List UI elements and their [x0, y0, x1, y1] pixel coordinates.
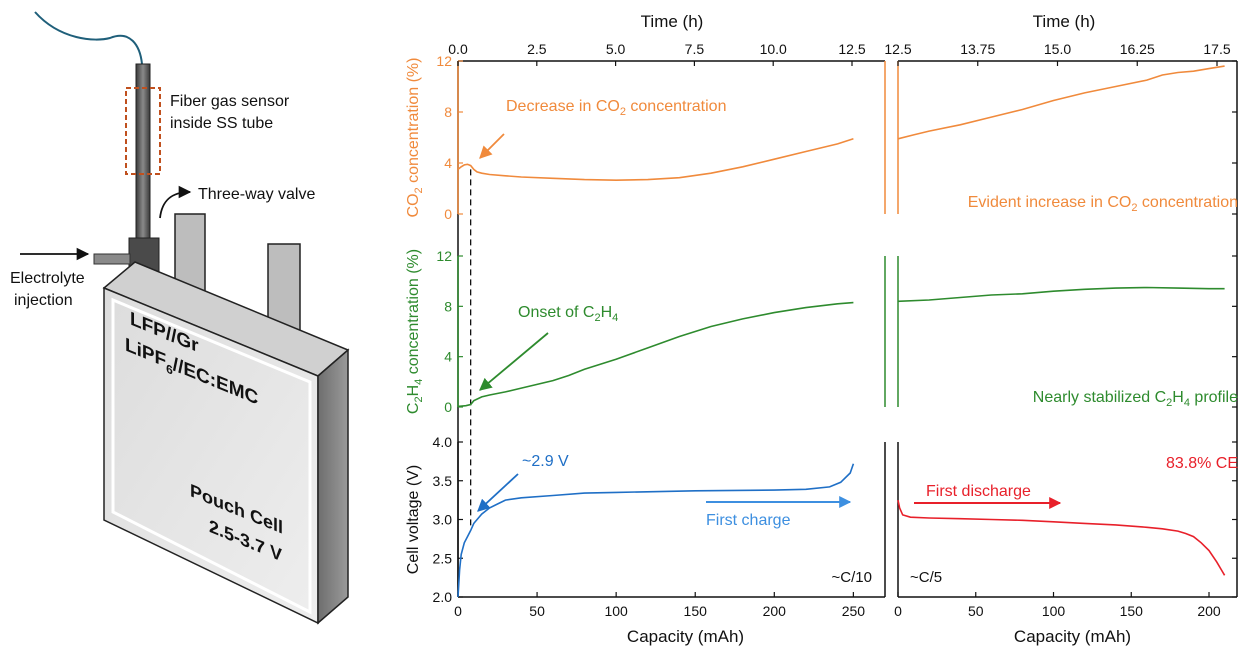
discharge-rate-label: ~C/5: [910, 569, 942, 586]
sensor-highlight-box: [125, 87, 161, 175]
y-tick-label-c2h4: 8: [444, 298, 452, 314]
c2h4-discharge-line: [897, 286, 1225, 303]
voltage-point-annotation: ~2.9 V: [522, 453, 569, 470]
valve-pointer-arrow: [159, 185, 192, 219]
x-axis-title-right: Capacity (mAh): [1014, 627, 1131, 646]
x-tick-label-bottom-left: 250: [842, 603, 866, 619]
x-tick-label-bottom-right: 50: [968, 603, 984, 619]
y-tick-label-c2h4: 0: [444, 399, 452, 415]
x-tick-label-top-left: 10.0: [760, 41, 787, 57]
x-tick-label-top-right: 17.5: [1203, 41, 1230, 57]
y-tick-label-co2: 12: [436, 53, 452, 69]
x-tick-label-top-left: 2.5: [527, 41, 547, 57]
y-tick-label-voltage: 2.0: [433, 589, 453, 605]
x-tick-label-top-left: 0.0: [448, 41, 468, 57]
sensor-label-line2: inside SS tube: [170, 115, 273, 132]
y-tick-label-co2: 4: [444, 155, 452, 171]
coulombic-efficiency-label: 83.8% CE: [1166, 455, 1238, 472]
first-charge-label: First charge: [706, 512, 791, 529]
x-tick-label-bottom-left: 200: [763, 603, 787, 619]
x-tick-label-bottom-left: 150: [684, 603, 708, 619]
x-tick-label-top-right: 15.0: [1044, 41, 1071, 57]
y-tick-label-voltage: 2.5: [433, 550, 453, 566]
x-tick-label-bottom-right: 200: [1197, 603, 1221, 619]
x-tick-label-bottom-right: 0: [894, 603, 902, 619]
co2-decrease-arrow: [479, 133, 505, 159]
c2h4-stabilized-annotation: Nearly stabilized C2H4 profile: [1033, 389, 1238, 409]
x-tick-label-top-left: 12.5: [838, 41, 865, 57]
co2-charge-line: [457, 138, 854, 182]
x-tick-label-bottom-right: 100: [1042, 603, 1066, 619]
y-tick-label-co2: 8: [444, 104, 452, 120]
chart-annotations: Decrease in CO2 concentration Evident in…: [477, 98, 1238, 586]
x-tick-label-bottom-left: 100: [604, 603, 628, 619]
x-tick-label-bottom-left: 0: [454, 603, 462, 619]
c2h4-onset-arrow: [479, 332, 549, 391]
co2-increase-annotation: Evident increase in CO2 concentration: [968, 194, 1238, 214]
c2h4-y-axis-title: C2H4 concentration (%): [405, 249, 425, 414]
injection-label-line1: Electrolyte: [10, 270, 85, 287]
injection-port: [93, 253, 131, 265]
c2h4-charge-line: [457, 301, 854, 408]
y-tick-label-co2: 0: [444, 206, 452, 222]
x-tick-label-top-left: 5.0: [606, 41, 626, 57]
pouch-front-seal: [111, 297, 312, 615]
co2-discharge-line: [897, 65, 1225, 140]
co2-y-axis-title: CO2 concentration (%): [405, 58, 425, 218]
x-tick-label-top-left: 7.5: [685, 41, 705, 57]
optical-fiber: [34, 11, 143, 65]
first-discharge-label: First discharge: [926, 483, 1031, 500]
injection-label-line2: injection: [14, 292, 73, 309]
x-tick-label-bottom-right: 150: [1120, 603, 1144, 619]
top-axis-title-left: Time (h): [641, 12, 704, 31]
voltage-discharge-line: [897, 499, 1226, 576]
y-tick-label-voltage: 3.5: [433, 473, 453, 489]
x-tick-label-top-right: 12.5: [884, 41, 911, 57]
voltage-charge-line: [457, 463, 855, 598]
y-tick-label-c2h4: 4: [444, 349, 452, 365]
x-axis-title-left: Capacity (mAh): [627, 627, 744, 646]
charge-rate-label: ~C/10: [832, 569, 872, 586]
pouch-side: [317, 348, 349, 625]
y-tick-label-voltage: 3.0: [433, 512, 453, 528]
y-tick-label-c2h4: 12: [436, 248, 452, 264]
co2-decrease-annotation: Decrease in CO2 concentration: [506, 98, 726, 118]
sensor-label-line1: Fiber gas sensor: [170, 93, 290, 110]
c2h4-onset-annotation: Onset of C2H4: [518, 304, 618, 324]
valve-label: Three-way valve: [198, 186, 315, 203]
voltage-point-arrow: [477, 473, 519, 512]
top-axis-title-right: Time (h): [1033, 12, 1096, 31]
y-tick-label-voltage: 4.0: [433, 434, 453, 450]
pouch-cell-illustration: LFP//Gr LiPF6//EC:EMC Pouch Cell 2.5-3.7…: [10, 11, 350, 625]
gas-voltage-chart: 0 4 8 12 0 4 8 12 2.0 2.5 3.0 3.5 4.0 CO2 concentrati…: [405, 12, 1238, 646]
x-tick-label-bottom-left: 50: [529, 603, 545, 619]
ss-tube: [135, 63, 151, 245]
x-tick-label-top-right: 13.75: [960, 41, 995, 57]
voltage-y-axis-title: Cell voltage (V): [405, 465, 422, 574]
x-tick-label-top-right: 16.25: [1120, 41, 1155, 57]
